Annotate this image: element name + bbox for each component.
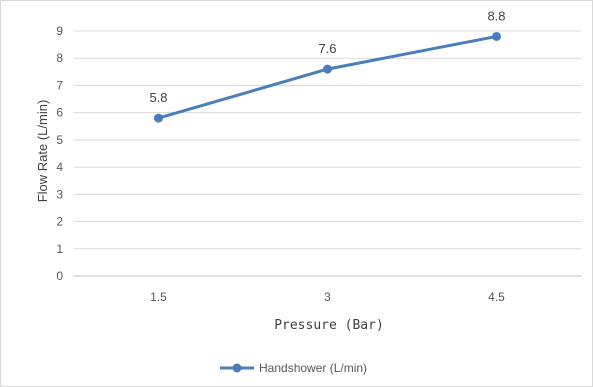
data-point xyxy=(492,31,501,41)
x-tick-label: 4.5 xyxy=(488,290,505,304)
data-point xyxy=(323,64,332,74)
x-axis-ticks: 1.5 3 4.5 xyxy=(150,290,505,304)
y-tick-label: 6 xyxy=(56,106,63,120)
y-tick-label: 2 xyxy=(56,215,63,229)
y-tick-label: 5 xyxy=(56,133,63,147)
legend-marker xyxy=(232,363,242,373)
data-labels: 5.8 7.6 8.8 xyxy=(149,8,505,105)
y-tick-label: 3 xyxy=(56,187,63,201)
y-tick-label: 7 xyxy=(56,78,63,92)
y-tick-label: 0 xyxy=(56,269,63,283)
gridlines xyxy=(74,30,581,277)
y-tick-label: 9 xyxy=(56,24,63,38)
x-axis-title: Pressure (Bar) xyxy=(274,318,384,333)
y-tick-label: 1 xyxy=(56,242,63,256)
x-tick-label: 1.5 xyxy=(150,290,167,304)
data-label: 7.6 xyxy=(318,41,336,56)
x-tick-label: 3 xyxy=(324,290,331,304)
y-tick-label: 4 xyxy=(56,160,63,174)
data-point xyxy=(154,113,163,123)
data-label: 8.8 xyxy=(487,8,505,23)
y-axis-title: Flow Rate (L/min) xyxy=(35,100,50,203)
series-group xyxy=(154,31,501,123)
y-tick-label: 8 xyxy=(56,51,63,65)
data-label: 5.8 xyxy=(149,90,167,105)
y-axis-ticks: 0 1 2 3 4 5 6 7 8 9 xyxy=(56,24,63,283)
legend-label: Handshower (L/min) xyxy=(259,361,367,375)
legend[interactable]: Handshower (L/min) xyxy=(220,361,367,375)
